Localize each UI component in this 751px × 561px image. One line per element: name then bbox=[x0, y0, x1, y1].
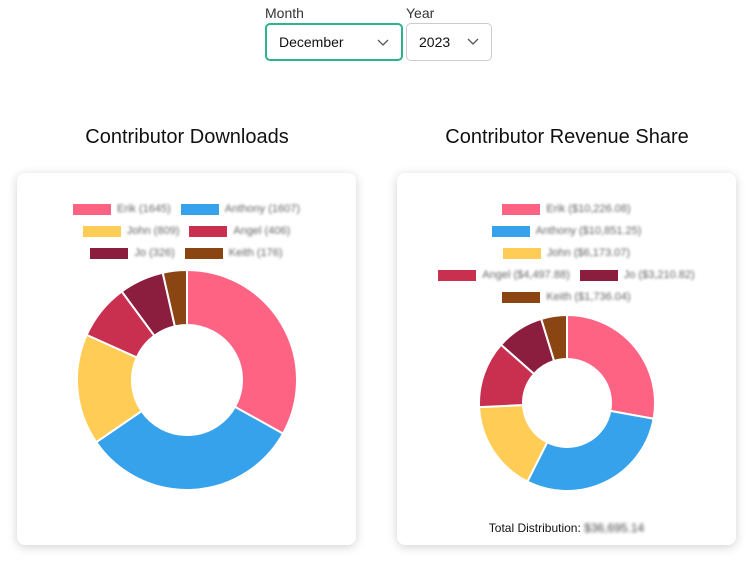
legend-label: Angel ($4,497.88) bbox=[482, 269, 570, 281]
donut-segment bbox=[566, 313, 656, 420]
legend: Erik ($10,226.08) Anthony ($10,851.25) Joh… bbox=[432, 201, 702, 305]
chart-title: Contributor Downloads bbox=[85, 126, 289, 148]
legend-label: Erik (1645) bbox=[116, 203, 171, 215]
legend-label: Jo (326) bbox=[134, 247, 175, 259]
total-distribution: Total Distribution: $36,695.14 bbox=[397, 521, 736, 535]
legend-label: Keith (176) bbox=[228, 247, 283, 259]
legend-label: Erik ($10,226.08) bbox=[546, 203, 631, 215]
total-label: Total Distribution: bbox=[488, 521, 581, 535]
chart-card: Erik ($10,226.08) Anthony ($10,851.25) Joh… bbox=[397, 173, 736, 545]
legend-item: Keith ($1,736.04) bbox=[502, 289, 631, 305]
legend-item: Erik (1645) bbox=[72, 201, 171, 217]
legend-label: Anthony (1607) bbox=[224, 203, 300, 215]
legend-item: Anthony (1607) bbox=[180, 201, 300, 217]
year-label: Year bbox=[406, 5, 435, 21]
legend-item: Anthony ($10,851.25) bbox=[491, 223, 642, 239]
legend-item: Erik ($10,226.08) bbox=[502, 201, 631, 217]
legend-item: Angel ($4,497.88) bbox=[438, 267, 570, 283]
legend-item: Jo (326) bbox=[90, 245, 175, 261]
legend-item: Angel (406) bbox=[189, 223, 290, 239]
legend-swatch bbox=[491, 225, 530, 237]
legend-item: John (809) bbox=[82, 223, 180, 239]
legend-swatch bbox=[180, 203, 219, 215]
donut-segment bbox=[526, 409, 655, 492]
chevron bbox=[467, 38, 479, 45]
chart-title: Contributor Revenue Share bbox=[445, 126, 689, 148]
chart-card: Erik (1645) Anthony (1607) John (809) Angel… bbox=[17, 173, 356, 545]
legend-item: Keith (176) bbox=[184, 245, 283, 261]
legend-label: John (809) bbox=[126, 225, 180, 237]
year-value: 2023 bbox=[419, 34, 451, 50]
donut-segment bbox=[161, 268, 188, 328]
legend: Erik (1645) Anthony (1607) John (809) Angel… bbox=[57, 201, 317, 261]
month-label: Month bbox=[265, 5, 304, 21]
legend-label: Angel (406) bbox=[233, 225, 291, 237]
legend-label: Keith ($1,736.04) bbox=[546, 291, 631, 303]
month-select[interactable]: December bbox=[265, 23, 403, 61]
legend-label: Anthony ($10,851.25) bbox=[535, 225, 642, 237]
legend-swatch bbox=[502, 291, 541, 303]
legend-item: Jo ($3,210.82) bbox=[579, 267, 695, 283]
legend-swatch bbox=[184, 247, 223, 259]
legend-label: Jo ($3,210.82) bbox=[623, 269, 695, 281]
legend-swatch bbox=[502, 247, 541, 259]
legend-swatch bbox=[90, 247, 129, 259]
donut-chart bbox=[478, 313, 656, 492]
donut-segment bbox=[186, 268, 298, 435]
chevron bbox=[377, 39, 389, 46]
legend-swatch bbox=[82, 225, 121, 237]
legend-swatch bbox=[72, 203, 111, 215]
legend-swatch bbox=[502, 203, 541, 215]
total-value: $36,695.14 bbox=[584, 521, 645, 535]
legend-label: John ($6,173.07) bbox=[546, 247, 631, 259]
year-select[interactable]: 2023 bbox=[406, 23, 492, 61]
donut-segment bbox=[539, 313, 568, 363]
legend-item: John ($6,173.07) bbox=[502, 245, 631, 261]
legend-swatch bbox=[579, 269, 618, 281]
donut-segment bbox=[94, 405, 285, 491]
legend-swatch bbox=[438, 269, 477, 281]
month-value: December bbox=[279, 34, 344, 50]
donut-chart bbox=[76, 268, 298, 491]
legend-swatch bbox=[189, 225, 228, 237]
